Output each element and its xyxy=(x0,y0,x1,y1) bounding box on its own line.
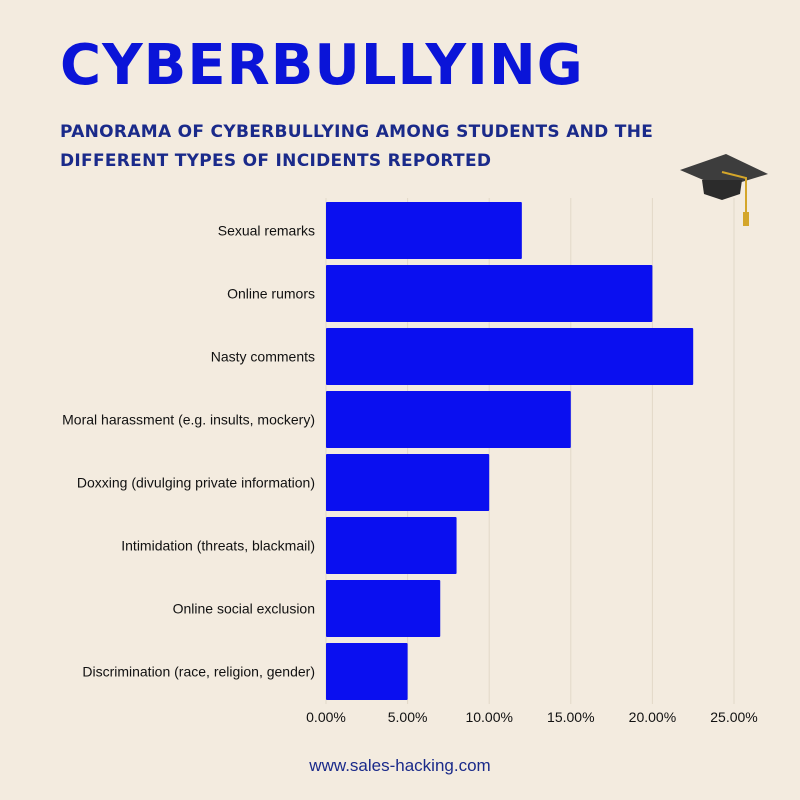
bar xyxy=(326,580,441,637)
x-tick-label: 15.00% xyxy=(547,709,594,725)
bar xyxy=(326,517,457,574)
bars xyxy=(326,202,694,700)
category-label: Intimidation (threats, blackmail) xyxy=(121,538,315,554)
chart-title: CYBERBULLYING xyxy=(60,33,584,98)
footer-url: www.sales-hacking.com xyxy=(309,756,491,775)
x-tick-label: 0.00% xyxy=(306,709,346,725)
x-tick-label: 25.00% xyxy=(710,709,757,725)
category-label: Online rumors xyxy=(227,286,315,302)
x-tick-label: 20.00% xyxy=(629,709,676,725)
chart-subtitle: PANORAMA OF CYBERBULLYING AMONG STUDENTS… xyxy=(60,122,654,171)
category-label: Online social exclusion xyxy=(173,601,315,617)
bar xyxy=(326,454,490,511)
graduation-cap-icon xyxy=(680,154,768,226)
bar xyxy=(326,643,408,700)
category-labels: Sexual remarks Online rumors Nasty comment… xyxy=(62,223,315,680)
category-label: Moral harassment (e.g. insults, mockery) xyxy=(62,412,315,428)
category-label: Sexual remarks xyxy=(218,223,315,239)
category-label: Nasty comments xyxy=(211,349,315,365)
x-tick-label: 10.00% xyxy=(465,709,512,725)
bar xyxy=(326,328,694,385)
bar xyxy=(326,265,653,322)
bar xyxy=(326,391,571,448)
x-tick-labels: 0.00% 5.00% 10.00% 15.00% 20.00% 25.00% xyxy=(306,709,758,725)
bar xyxy=(326,202,522,259)
category-label: Doxxing (divulging private information) xyxy=(77,475,315,491)
category-label: Discrimination (race, religion, gender) xyxy=(82,664,315,680)
x-tick-label: 5.00% xyxy=(388,709,428,725)
